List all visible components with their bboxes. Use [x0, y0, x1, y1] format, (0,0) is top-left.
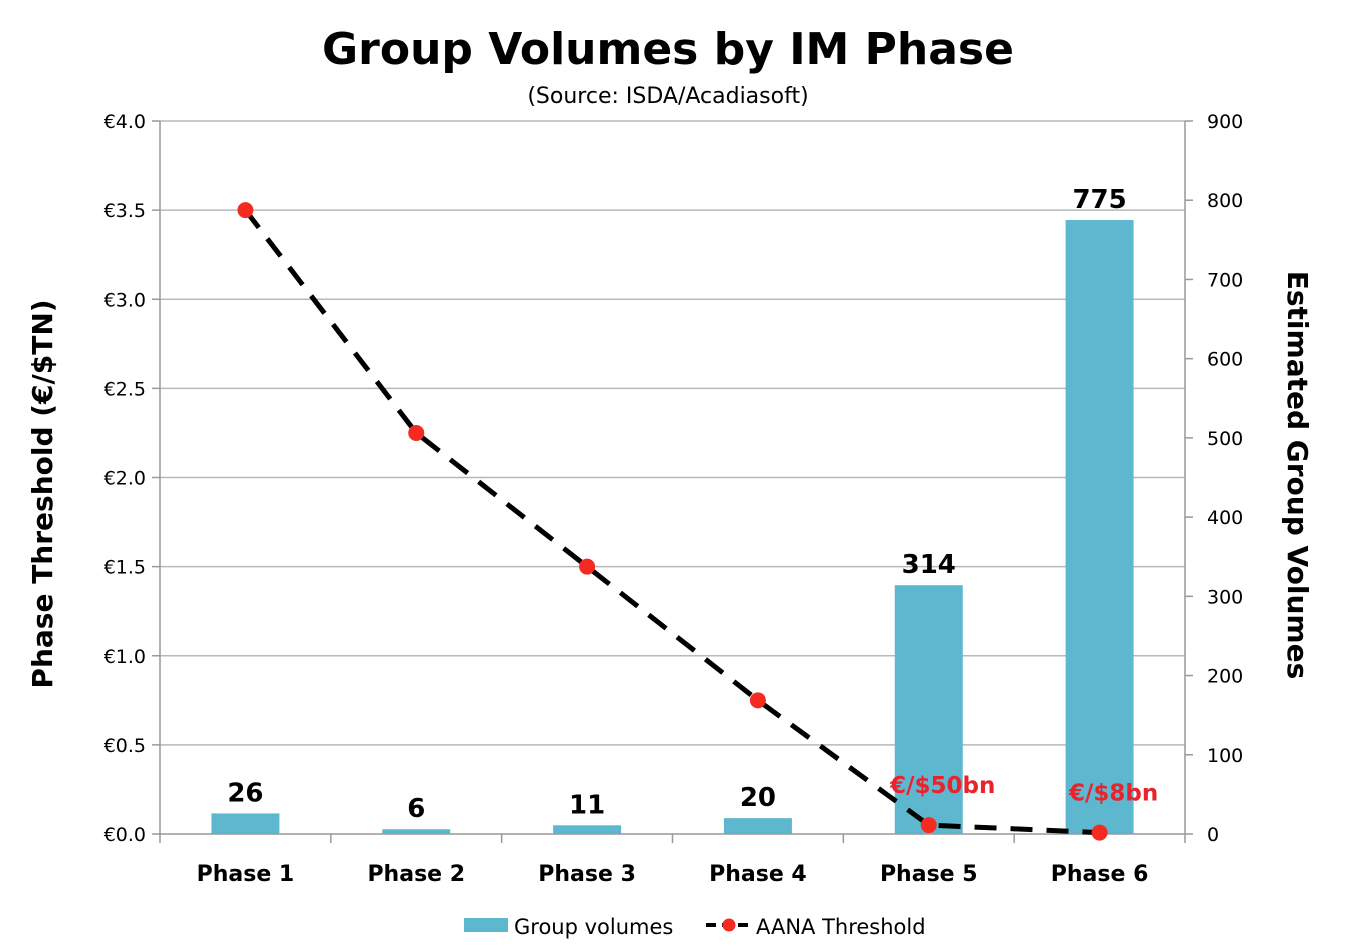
legend: Group volumes AANA Threshold: [464, 915, 926, 939]
left-tick-label: €1.5: [104, 557, 146, 579]
bar: [723, 818, 792, 834]
bar-data-label: 11: [569, 790, 605, 820]
left-axis-title: Phase Threshold (€/$TN): [26, 299, 59, 688]
legend-bar-label: Group volumes: [514, 915, 673, 939]
threshold-point: [237, 202, 254, 219]
axes: [152, 120, 1193, 843]
bar: [894, 585, 963, 834]
right-tick-label: 700: [1207, 269, 1243, 291]
bar: [211, 813, 280, 834]
threshold-point: [920, 817, 937, 834]
right-tick-label: 0: [1207, 824, 1219, 846]
left-tick-label: €1.0: [104, 646, 146, 668]
threshold-point: [408, 424, 425, 441]
right-tick-label: 300: [1207, 586, 1243, 608]
left-tick-label: €2.0: [104, 468, 146, 490]
threshold-point: [1091, 824, 1108, 841]
bar-data-label: 775: [1072, 185, 1126, 215]
threshold-annotation: €/$8bn: [1068, 781, 1158, 807]
chart-subtitle: (Source: ISDA/Acadiasoft): [527, 84, 808, 109]
chart-title: Group Volumes by IM Phase: [322, 24, 1014, 75]
threshold-line: [243, 208, 1100, 836]
labels: €0.0 €0.5 €1.0 €1.5 €2.0 €2.5 €3.0 €3.5 €4.0 0 100…: [104, 111, 1244, 887]
legend-marker-swatch: [722, 918, 736, 932]
category-label: Phase 1: [197, 862, 295, 887]
right-tick-label: 100: [1207, 745, 1243, 767]
left-tick-label: €0.5: [104, 735, 146, 757]
gridlines: [160, 120, 1185, 746]
right-tick-label: 200: [1207, 666, 1243, 688]
bar: [382, 829, 451, 834]
category-label: Phase 6: [1051, 862, 1149, 887]
category-label: Phase 3: [538, 862, 636, 887]
threshold-line-layer: [237, 202, 1108, 841]
right-tick-label: 600: [1207, 349, 1243, 371]
left-tick-label: €4.0: [104, 111, 146, 133]
right-tick-label: 900: [1207, 111, 1243, 133]
category-label: Phase 2: [367, 862, 465, 887]
bar-data-label: 314: [902, 550, 956, 580]
bar-data-label: 26: [227, 778, 263, 808]
category-label: Phase 5: [880, 862, 978, 887]
bar-data-label: 20: [740, 783, 776, 813]
left-tick-label: €3.5: [104, 200, 146, 222]
threshold-point: [579, 558, 596, 575]
right-tick-label: 400: [1207, 507, 1243, 529]
bar-data-label: 6: [407, 794, 425, 824]
bars: [211, 220, 1134, 834]
threshold-point: [749, 692, 766, 709]
legend-line-label: AANA Threshold: [756, 915, 926, 939]
category-label: Phase 4: [709, 862, 807, 887]
bar: [1065, 220, 1134, 834]
threshold-annotation: €/$50bn: [889, 773, 995, 799]
right-tick-label: 500: [1207, 428, 1243, 450]
left-tick-label: €2.5: [104, 378, 146, 400]
left-tick-label: €3.0: [104, 289, 146, 311]
legend-bar-swatch: [464, 918, 508, 932]
right-axis-title: Estimated Group Volumes: [1281, 271, 1314, 680]
right-tick-label: 800: [1207, 190, 1243, 212]
bar: [553, 825, 622, 834]
left-tick-label: €0.0: [104, 824, 146, 846]
